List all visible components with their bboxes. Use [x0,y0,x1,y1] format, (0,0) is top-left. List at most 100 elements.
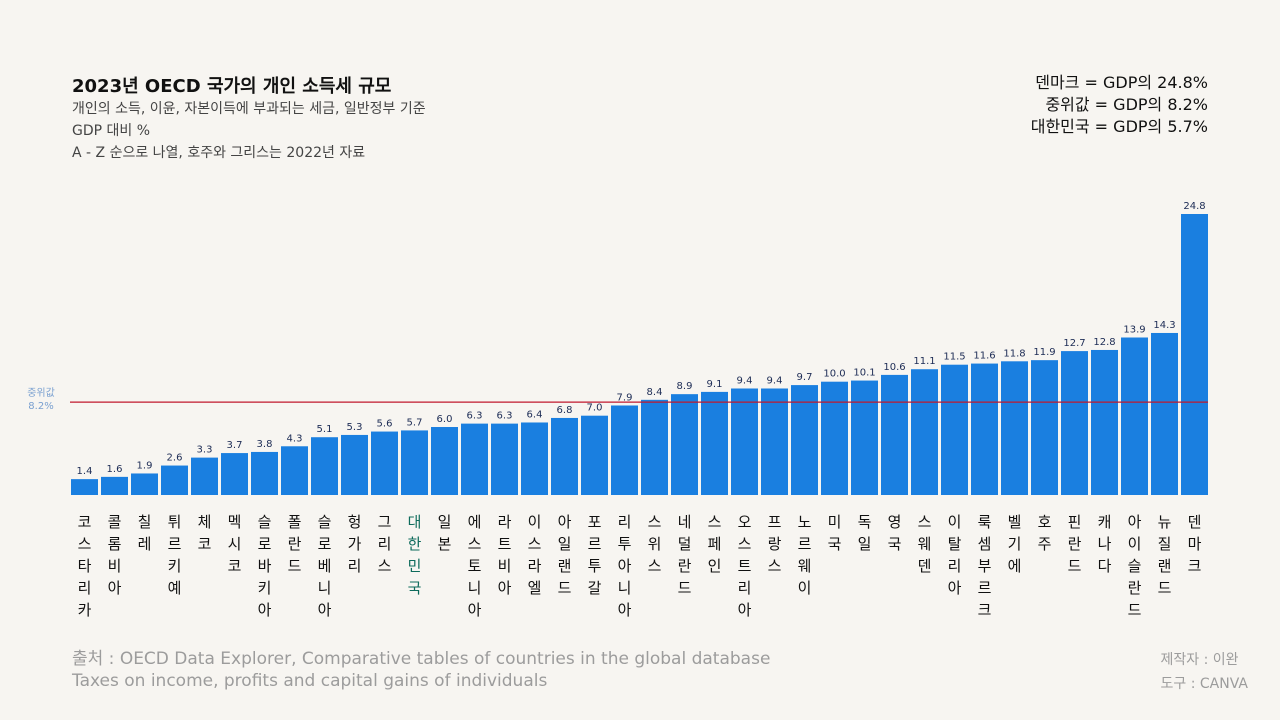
category-label-char: 민 [408,557,422,575]
category-label-char: 스 [468,535,482,553]
category-label-char: 라 [528,557,542,575]
bar-value-label: 6.3 [467,411,483,422]
category-label-char: 란 [1128,579,1142,597]
bar-value-label: 24.8 [1183,201,1205,212]
category-label-char: 네 [678,513,692,531]
category-label-char: 벨 [1008,513,1022,531]
category-label-char: 키 [168,557,182,575]
category-label-char: 크 [978,601,992,619]
bar [701,391,728,495]
bar-value-label: 6.0 [437,414,453,425]
bar-value-label: 6.3 [497,411,513,422]
category-label-char: 튀 [168,513,182,531]
category-label-char: 위 [648,535,662,553]
bar [641,399,668,495]
category-label-char: 라 [498,513,512,531]
bar [731,388,758,495]
bar [821,381,848,495]
bar-value-label: 5.7 [407,417,423,428]
category-label-char: 니 [318,579,332,597]
category-label-char: 주 [1038,535,1052,553]
category-label-char: 트 [738,557,752,575]
bar-value-label: 3.8 [257,439,273,450]
source-line-1: 출처 : OECD Data Explorer, Comparative tab… [72,649,771,669]
category-label-char: 이 [948,513,962,531]
category-label-char: 아 [318,601,332,619]
category-label-char: 웨 [798,557,812,575]
category-label-char: 토 [468,557,482,575]
category-label-char: 드 [678,579,692,597]
median-label: 중위값 [27,386,55,399]
category-label-char: 핀 [1068,513,1082,531]
bar [191,457,218,495]
category-label-char: 랜 [558,557,572,575]
category-label-char: 국 [828,535,842,553]
category-label-char: 페 [708,535,722,553]
category-label-char: 아 [1128,513,1142,531]
category-label-char: 비 [498,557,512,575]
category-label-char: 체 [198,513,212,531]
category-label-char: 바 [258,557,272,575]
bar [911,369,938,495]
chart-subtitle-1: 개인의 소득, 이윤, 자본이득에 부과되는 세금, 일반정부 기준 [72,101,426,117]
category-label-char: 독 [858,513,872,531]
bar-value-label: 11.5 [943,352,965,363]
credit-tool: 도구 : CANVA [1160,676,1248,692]
category-label-char: 뉴 [1158,513,1172,531]
category-label-char: 이 [528,513,542,531]
category-label-char: 헝 [348,513,362,531]
category-label-char: 리 [378,535,392,553]
bar-value-label: 11.1 [913,356,935,367]
summary-box: 덴마크 = GDP의 24.8% 중위값 = GDP의 8.2% 대한민국 = … [1031,72,1208,138]
bar-value-label: 11.9 [1033,347,1055,358]
category-label-char: 다 [1098,557,1112,575]
bar-value-label: 2.6 [167,453,183,464]
credit-note: 제작자 : 이완 도구 : CANVA [1161,648,1248,696]
category-label-char: 스 [648,557,662,575]
category-label-char: 마 [1188,535,1202,553]
category-label-char: 란 [288,535,302,553]
bar-value-label: 1.6 [107,464,123,475]
bar [1181,214,1208,495]
category-label-char: 코 [228,557,242,575]
category-label-char: 니 [468,579,482,597]
category-label-char: 르 [168,535,182,553]
bar [1001,361,1028,495]
median-label: 8.2% [28,401,53,412]
bar-value-label: 10.1 [853,368,875,379]
category-label-char: 국 [888,535,902,553]
category-label-char: 스 [528,535,542,553]
category-label-char: 코 [78,513,92,531]
category-label-char: 이 [1128,535,1142,553]
chart-title: 2023년 OECD 국가의 개인 소득세 규모 [72,76,392,97]
category-label-char: 일 [558,535,572,553]
bar [581,415,608,495]
bar-value-label: 7.9 [617,392,633,403]
category-label-char: 스 [708,513,722,531]
category-label-char: 아 [618,557,632,575]
bar [791,385,818,495]
bar [371,431,398,495]
bar-value-label: 4.3 [287,433,303,444]
category-label-char: 리 [348,557,362,575]
bar-value-label: 1.4 [77,466,93,477]
bar [521,422,548,495]
bar-value-label: 11.8 [1003,348,1025,359]
category-label-char: 시 [228,535,242,553]
category-label-char: 레 [138,535,152,553]
bar-chart: 1.4코스타리카1.6콜롬비아1.9칠레2.6튀르키예3.3체코3.7멕시코3.… [27,201,1208,619]
category-label-char: 르 [978,579,992,597]
bar-value-label: 3.7 [227,440,243,451]
category-label-char: 호 [1038,513,1052,531]
bar [971,363,998,495]
category-label-char: 가 [348,535,362,553]
category-label-char: 크 [1188,557,1202,575]
category-label-char: 오 [738,513,752,531]
category-label-char: 웨 [918,535,932,553]
category-label-char: 슬 [1128,557,1142,575]
bar-value-label: 12.7 [1063,338,1085,349]
bar-value-label: 5.1 [317,424,333,435]
category-label-char: 르 [588,535,602,553]
credit-author: 제작자 : 이완 [1160,652,1239,668]
category-label-char: 룩 [978,513,992,531]
